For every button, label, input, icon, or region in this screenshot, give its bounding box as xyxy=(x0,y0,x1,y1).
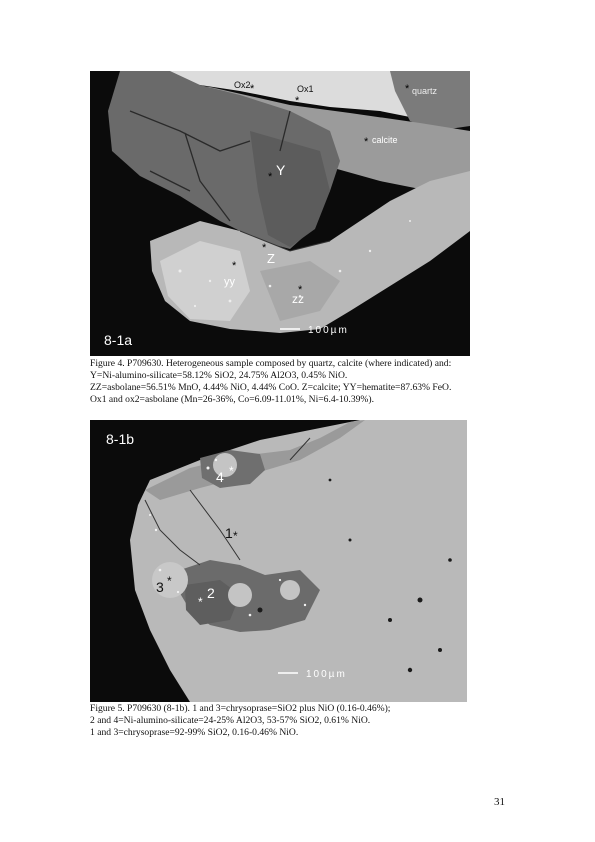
label-z: Z xyxy=(267,251,275,266)
svg-text:*: * xyxy=(229,464,234,478)
figure-5-micrograph: 4 * 1 * 3 * 2 * 8-1b 100µm xyxy=(90,420,467,702)
caption-line: Figure 5. P709630 (8-1b). 1 and 3=chryso… xyxy=(90,703,391,714)
panel-label-8-1b: 8-1b xyxy=(106,431,134,447)
caption-line: 1 and 3=chrysoprase=92-99% SiO2, 0.16-0.… xyxy=(90,727,299,738)
figure-4-caption: Figure 4. P709630. Heterogeneous sample … xyxy=(90,358,510,406)
label-point-1: 1 xyxy=(225,525,233,541)
label-zz: zz xyxy=(292,292,304,306)
caption-line: Ox1 and ox2=asbolane (Mn=26-36%, Co=6.09… xyxy=(90,394,375,405)
label-quartz: quartz xyxy=(412,86,438,96)
label-point-3: 3 xyxy=(156,579,164,595)
label-ox2: Ox2 xyxy=(234,80,251,90)
svg-text:*: * xyxy=(232,260,237,272)
page-number: 31 xyxy=(494,796,505,808)
scale-bar-5: 100µm xyxy=(306,669,347,680)
svg-text:*: * xyxy=(295,95,300,107)
figure-4-micrograph: * * * * * * * * Ox2 Ox1 quartz calcite Y… xyxy=(90,71,470,356)
caption-line: Y=Ni-alumino-silicate=58.12% SiO2, 24.75… xyxy=(90,370,348,381)
caption-line: Figure 4. P709630. Heterogeneous sample … xyxy=(90,358,452,369)
svg-text:*: * xyxy=(250,83,255,95)
svg-text:*: * xyxy=(268,171,273,183)
label-point-2: 2 xyxy=(207,585,215,601)
label-yy: yy xyxy=(224,276,236,288)
svg-text:*: * xyxy=(198,595,203,609)
svg-text:*: * xyxy=(405,83,410,95)
label-ox1: Ox1 xyxy=(297,84,314,94)
label-calcite: calcite xyxy=(372,135,398,145)
svg-text:*: * xyxy=(233,529,238,543)
caption-line: 2 and 4=Ni-alumino-silicate=24-25% Al2O3… xyxy=(90,715,371,726)
figure-5-image: 4 * 1 * 3 * 2 * 8-1b 100µm xyxy=(90,420,467,702)
figure-5-caption: Figure 5. P709630 (8-1b). 1 and 3=chryso… xyxy=(90,703,510,739)
svg-text:*: * xyxy=(364,136,369,148)
svg-text:*: * xyxy=(167,574,172,588)
label-point-4: 4 xyxy=(216,469,224,485)
label-y: Y xyxy=(276,162,286,178)
panel-label-8-1a: 8-1a xyxy=(104,332,132,348)
svg-text:*: * xyxy=(298,284,303,296)
figure-4-image: * * * * * * * * Ox2 Ox1 quartz calcite Y… xyxy=(90,71,470,356)
svg-text:*: * xyxy=(262,242,267,254)
scale-bar-4: 100µm xyxy=(308,325,349,336)
caption-line: ZZ=asbolane=56.51% MnO, 4.44% NiO, 4.44%… xyxy=(90,382,452,393)
